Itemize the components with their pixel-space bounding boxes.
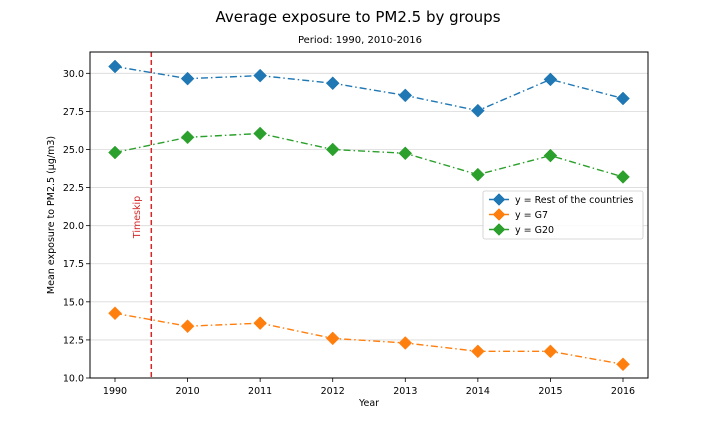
- legend-item: y = G20: [489, 223, 554, 236]
- data-point: [253, 126, 267, 141]
- legend-label: y = G20: [515, 225, 554, 236]
- y-tick-label: 20.0: [63, 221, 84, 232]
- data-point: [543, 344, 558, 359]
- data-point: [471, 167, 485, 182]
- data-point: [108, 145, 122, 160]
- data-point: [325, 142, 340, 157]
- legend-item: y = G7: [489, 208, 548, 221]
- legend-marker: [492, 193, 506, 206]
- y-tick-label: 30.0: [63, 69, 84, 80]
- x-tick-label: 2016: [611, 386, 635, 397]
- data-point: [325, 76, 340, 91]
- plot-frame: [89, 51, 649, 379]
- series-line: [114, 312, 624, 365]
- data-point: [471, 344, 485, 359]
- gridlines: [90, 72, 648, 379]
- annotation-layer: Timeskip: [132, 52, 153, 378]
- series-layer: [108, 59, 630, 372]
- series-0: [108, 59, 630, 118]
- data-point: [616, 170, 630, 184]
- timeskip-label: Timeskip: [132, 196, 143, 239]
- series-2: [108, 126, 630, 184]
- y-tick-label: 22.5: [63, 183, 84, 194]
- data-point: [398, 146, 413, 161]
- data-point: [398, 336, 413, 350]
- axes: 10.0 12.5 15.0 17.5 20.0 22.5 25.0 27.5 30.0 1990…: [63, 69, 635, 397]
- data-point: [253, 316, 267, 331]
- legend-marker: [492, 223, 506, 236]
- series-1: [108, 306, 630, 372]
- x-tick-label: 2010: [175, 386, 199, 397]
- chart-title: Average exposure to PM2.5 by groups: [215, 8, 500, 26]
- x-axis-label: Year: [358, 398, 379, 409]
- legend: y = Rest of the countries y = G7 y = G20: [482, 190, 644, 240]
- y-tick-label: 17.5: [63, 259, 84, 270]
- data-point: [616, 91, 630, 106]
- y-tick-label: 15.0: [63, 297, 84, 308]
- series-line: [114, 132, 624, 178]
- y-tick-label: 12.5: [63, 335, 84, 346]
- data-point: [108, 306, 122, 321]
- data-point: [543, 72, 558, 87]
- data-point: [325, 331, 340, 346]
- legend-item: y = Rest of the countries: [489, 193, 633, 206]
- data-point: [543, 148, 558, 163]
- data-point: [180, 319, 195, 334]
- legend-marker: [492, 208, 506, 221]
- x-tick-label: 1990: [103, 386, 127, 397]
- y-tick-label: 27.5: [63, 107, 84, 118]
- data-point: [108, 59, 122, 74]
- legend-box: [482, 190, 644, 240]
- legend-label: y = G7: [515, 210, 548, 221]
- y-tick-label: 10.0: [63, 374, 84, 385]
- chart-subtitle: Period: 1990, 2010-2016: [298, 35, 422, 46]
- data-point: [180, 130, 195, 145]
- data-point: [471, 103, 485, 118]
- data-point: [616, 357, 630, 372]
- data-point: [180, 71, 195, 86]
- data-point: [253, 68, 267, 83]
- x-tick-label: 2013: [393, 386, 417, 397]
- x-tick-label: 2012: [321, 386, 345, 397]
- x-tick-label: 2015: [538, 386, 562, 397]
- y-axis-label: Mean exposure to PM2.5 (µg/m3): [46, 136, 57, 294]
- x-tick-label: 2011: [248, 386, 272, 397]
- data-point: [398, 88, 413, 103]
- legend-label: y = Rest of the countries: [515, 195, 633, 206]
- y-tick-label: 25.0: [63, 145, 84, 156]
- x-tick-label: 2014: [466, 386, 490, 397]
